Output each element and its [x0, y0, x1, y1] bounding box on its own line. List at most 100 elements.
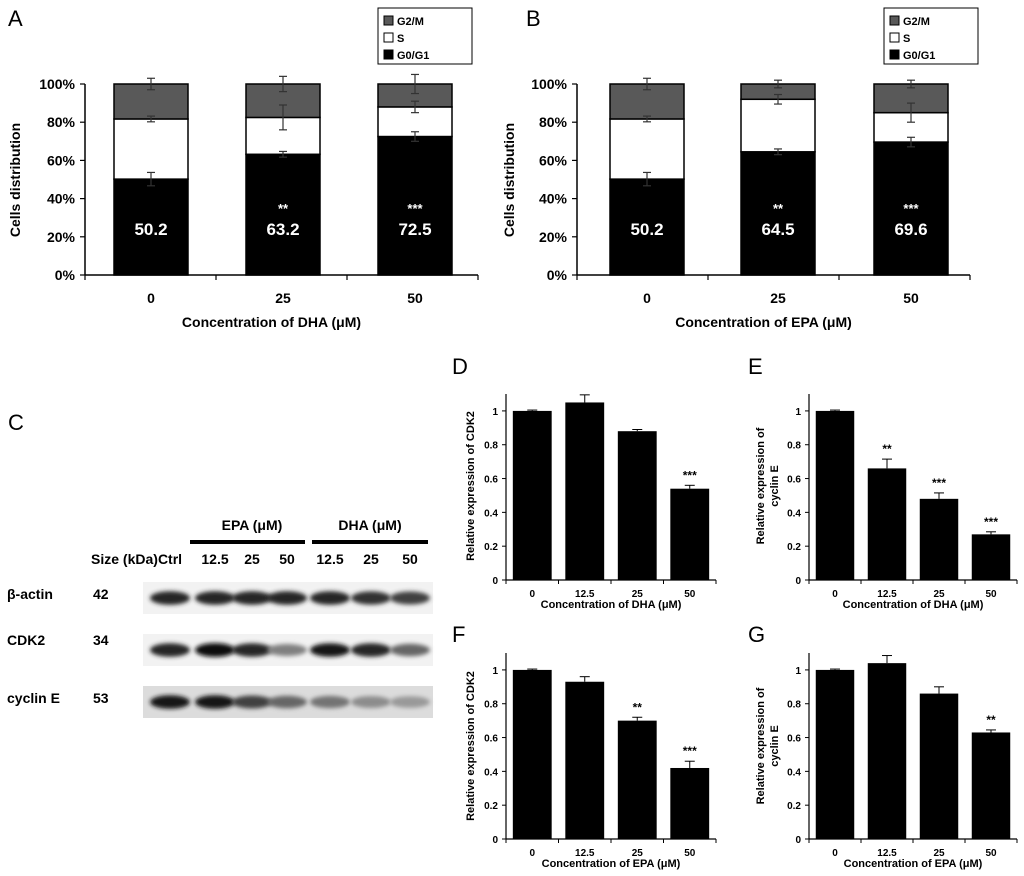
x-tick-label: 0: [147, 290, 155, 306]
legend-swatch: [889, 49, 900, 60]
blot-band: [195, 591, 235, 605]
error-bar: [934, 492, 944, 499]
y-tick-label: 0: [795, 835, 801, 846]
blot-band: [351, 696, 391, 708]
bar: [919, 498, 959, 580]
y-tick-label: 0.2: [484, 801, 498, 812]
blot-band: [351, 643, 391, 657]
y-tick-label: 0.6: [787, 475, 801, 486]
blot-band: [232, 695, 272, 709]
significance-marker: ***: [932, 476, 946, 490]
chart-A: A 0% 20% 40% 60% 80% 100% 0 25 50 50.2 63.2 ** 72.5 **…: [7, 6, 479, 330]
x-tick-label: 25: [632, 848, 644, 859]
blot-strip: [143, 582, 433, 614]
chart-F: F 0 0.2 0.4 0.6 0.8 1 0 12.5 ** 25 *** 50Concentrati…: [452, 622, 717, 870]
lane-label: 25: [363, 551, 379, 567]
group-label-epa: EPA (μM): [222, 517, 283, 533]
blot-strip: [143, 686, 433, 718]
bar: [867, 663, 907, 839]
error-bar: [643, 171, 651, 187]
bar-segment-G0/G1: [113, 178, 189, 276]
y-tick-label: 0.6: [787, 734, 801, 745]
error-bar: [882, 655, 892, 664]
panel-letter-G: G: [748, 622, 765, 647]
significance-marker: **: [986, 713, 996, 727]
error-bar: [411, 131, 419, 142]
error-bar: [684, 484, 695, 489]
blot-band: [150, 643, 190, 657]
legend-label: S: [397, 33, 404, 45]
x-tick-label: 25: [275, 290, 291, 306]
y-tick-label: 20%: [539, 229, 568, 245]
error-bar: [643, 115, 651, 123]
x-tick-label: 50: [985, 848, 997, 859]
bar: [617, 720, 657, 839]
error-bar: [632, 716, 643, 721]
y-tick-label: 0%: [55, 267, 76, 283]
blot-band: [351, 591, 391, 605]
y-tick-label: 40%: [539, 191, 568, 207]
legend-swatch: [889, 15, 900, 26]
error-bar: [527, 668, 538, 670]
bar: [565, 681, 605, 839]
bar-value-label: 50.2: [134, 220, 167, 239]
blot-band: [310, 643, 350, 657]
bar: [919, 693, 959, 839]
legend-label: G2/M: [903, 16, 930, 28]
y-tick-label: 20%: [47, 229, 76, 245]
significance-marker: **: [773, 201, 784, 216]
y-tick-label: 0.6: [484, 475, 498, 486]
bar: [617, 431, 657, 580]
error-bar: [411, 100, 419, 114]
blot-band: [150, 695, 190, 709]
error-bar: [774, 79, 782, 89]
legend-label: S: [903, 33, 910, 45]
legend-swatch: [383, 49, 394, 60]
y-tick-label: 100%: [39, 76, 75, 92]
bar-value-label: 50.2: [630, 220, 663, 239]
error-bar: [774, 93, 782, 105]
panel-letter-E: E: [748, 354, 763, 379]
protein-label: cyclin E: [7, 690, 60, 706]
x-axis-label: Concentration of EPA (μM): [844, 858, 983, 870]
bar: [971, 534, 1011, 580]
lane-label: 50: [279, 551, 295, 567]
legend-label: G0/G1: [903, 50, 935, 62]
blot-strip: [143, 634, 433, 666]
error-bar: [579, 394, 590, 403]
y-tick-label: 0.2: [787, 801, 801, 812]
significance-marker: **: [278, 201, 289, 216]
protein-size: 34: [93, 632, 109, 648]
protein-size: 53: [93, 690, 109, 706]
bar-segment-S: [609, 118, 685, 180]
x-tick-label: 0: [529, 848, 535, 859]
y-tick-label: 100%: [531, 76, 567, 92]
error-bar: [632, 429, 643, 432]
y-tick-label: 0.8: [484, 441, 498, 452]
error-bar: [643, 77, 651, 91]
y-tick-label: 0.4: [484, 508, 498, 519]
error-bar: [907, 102, 915, 123]
x-tick-label: 25: [933, 848, 945, 859]
error-bar: [147, 115, 155, 123]
error-bar: [907, 79, 915, 89]
error-bar: [882, 458, 892, 469]
bar: [670, 488, 710, 580]
x-tick-label: 0: [643, 290, 651, 306]
protein-label: β-actin: [7, 586, 53, 602]
error-bar: [279, 150, 287, 158]
significance-marker: ***: [407, 201, 423, 216]
error-bar: [986, 729, 996, 733]
bar-segment-S: [113, 118, 189, 180]
bar: [512, 410, 552, 580]
group-label-dha: DHA (μM): [338, 517, 401, 533]
y-tick-label: 0: [492, 835, 498, 846]
y-tick-label: 60%: [539, 152, 568, 168]
y-tick-label: 80%: [47, 114, 76, 130]
blot-band: [150, 591, 190, 605]
significance-marker: ***: [683, 744, 697, 758]
error-bar: [684, 760, 695, 768]
y-axis-label: Relative expression of CDK2: [465, 671, 477, 821]
legend-swatch: [889, 32, 900, 43]
lane-label: 12.5: [201, 551, 228, 567]
